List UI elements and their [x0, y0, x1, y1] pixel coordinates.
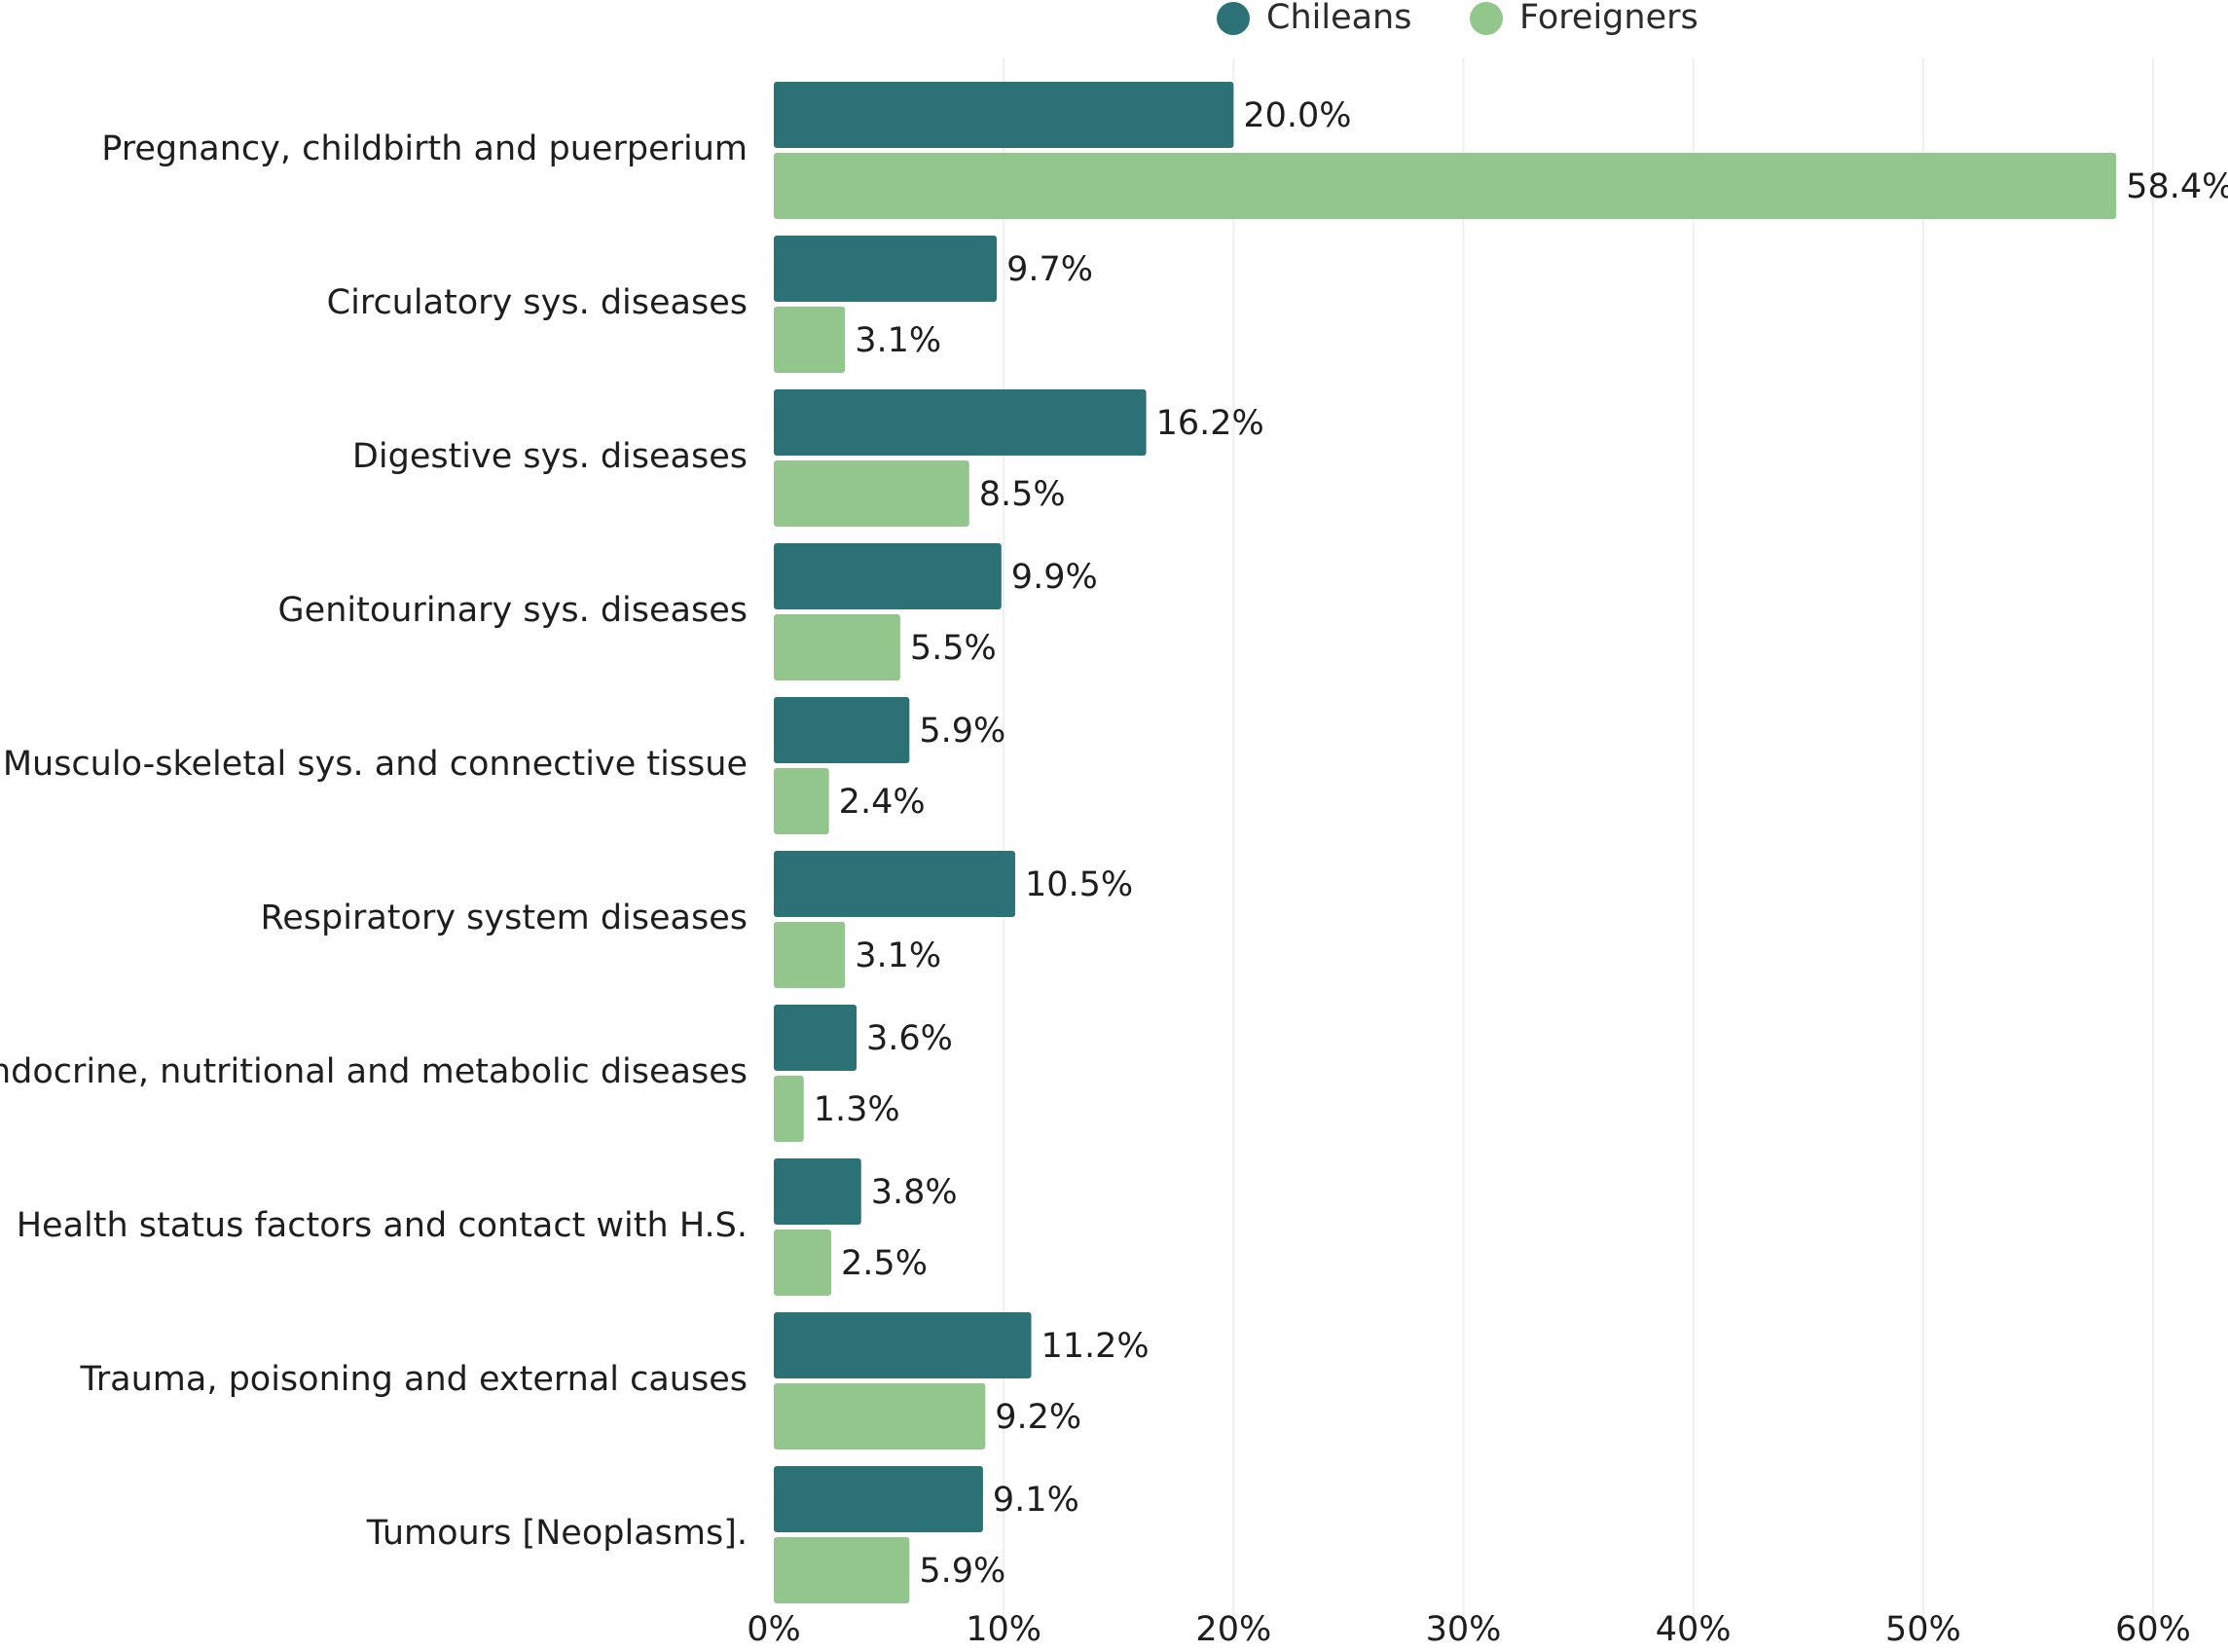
- bar-foreigners: [774, 153, 2117, 219]
- data-label: 58.4%: [2126, 167, 2228, 206]
- category-label: Pregnancy, childbirth and puerperium: [101, 129, 748, 168]
- bar-foreigners: [774, 1537, 910, 1603]
- bar-chileans: [774, 543, 1002, 609]
- category-label: Circulatory sys. diseases: [327, 283, 748, 322]
- category-label: Respiratory system diseases: [261, 899, 748, 937]
- data-label: 20.0%: [1243, 96, 1351, 135]
- data-label: 5.9%: [919, 712, 1005, 751]
- legend: Chileans Foreigners: [1217, 0, 1698, 37]
- bars: [774, 82, 2117, 1603]
- bar-foreigners: [774, 1230, 832, 1296]
- data-label: 9.9%: [1011, 558, 1098, 597]
- bar-foreigners: [774, 614, 900, 680]
- data-label: 3.8%: [871, 1173, 958, 1212]
- data-label: 9.1%: [993, 1481, 1079, 1520]
- x-tick-label: 60%: [2115, 1610, 2191, 1649]
- bar-chileans: [774, 1466, 983, 1532]
- x-tick-label: 0%: [747, 1610, 801, 1649]
- data-label: 5.9%: [919, 1552, 1005, 1591]
- data-label: 5.5%: [910, 629, 997, 668]
- category-label: Tumours [Neoplasms].: [366, 1514, 748, 1553]
- legend-marker-chileans: [1217, 2, 1250, 35]
- category-label: Genitourinary sys. diseases: [278, 591, 748, 630]
- x-tick-label: 20%: [1195, 1610, 1271, 1649]
- data-label: 3.1%: [855, 936, 941, 975]
- bar-chileans: [774, 851, 1015, 917]
- data-label: 10.5%: [1025, 865, 1133, 904]
- bar-foreigners: [774, 768, 829, 834]
- category-label: Endocrine, nutritional and metabolic dis…: [0, 1052, 748, 1091]
- bar-foreigners: [774, 1076, 804, 1142]
- bar-chileans: [774, 1005, 858, 1071]
- bar-foreigners: [774, 460, 969, 527]
- category-label: Digestive sys. diseases: [352, 437, 748, 476]
- bar-chileans: [774, 389, 1147, 456]
- category-labels: Pregnancy, childbirth and puerperium Circ…: [0, 129, 748, 1553]
- data-label: 2.4%: [839, 783, 926, 822]
- bar-chileans: [774, 82, 1234, 148]
- data-label: 3.6%: [866, 1019, 953, 1058]
- value-labels: 20.0% 58.4% 9.7% 3.1% 16.2% 8.5% 9.9% 5.5% 5.9% 2…: [814, 96, 2228, 1591]
- data-label: 16.2%: [1156, 404, 1264, 443]
- x-tick-label: 40%: [1656, 1610, 1732, 1649]
- category-label: Musculo-skeletal sys. and connective tis…: [3, 745, 748, 784]
- x-tick-label: 30%: [1426, 1610, 1502, 1649]
- gridlines: [1003, 58, 2154, 1620]
- data-label: 3.1%: [855, 321, 941, 360]
- bar-chileans: [774, 236, 998, 302]
- data-label: 8.5%: [979, 475, 1066, 514]
- legend-marker-foreigners: [1470, 2, 1503, 35]
- data-label: 9.7%: [1006, 250, 1093, 289]
- data-label: 9.2%: [995, 1398, 1081, 1437]
- x-tick-label: 50%: [1885, 1610, 1961, 1649]
- category-label: Trauma, poisoning and external causes: [80, 1360, 748, 1399]
- legend-label-chileans: Chileans: [1266, 0, 1411, 37]
- bar-chileans: [774, 1158, 861, 1225]
- bar-foreigners: [774, 922, 846, 988]
- data-label: 1.3%: [814, 1090, 900, 1129]
- x-axis-ticks: 0% 10% 20% 30% 40% 50% 60%: [747, 1610, 2191, 1649]
- category-label: Health status factors and contact with H…: [17, 1206, 748, 1245]
- data-label: 2.5%: [841, 1244, 928, 1283]
- bar-foreigners: [774, 1383, 986, 1450]
- bar-foreigners: [774, 307, 846, 373]
- bar-chileans: [774, 697, 910, 763]
- data-label: 11.2%: [1041, 1327, 1150, 1366]
- x-tick-label: 10%: [966, 1610, 1041, 1649]
- legend-label-foreigners: Foreigners: [1519, 0, 1698, 37]
- bar-chileans: [774, 1312, 1032, 1378]
